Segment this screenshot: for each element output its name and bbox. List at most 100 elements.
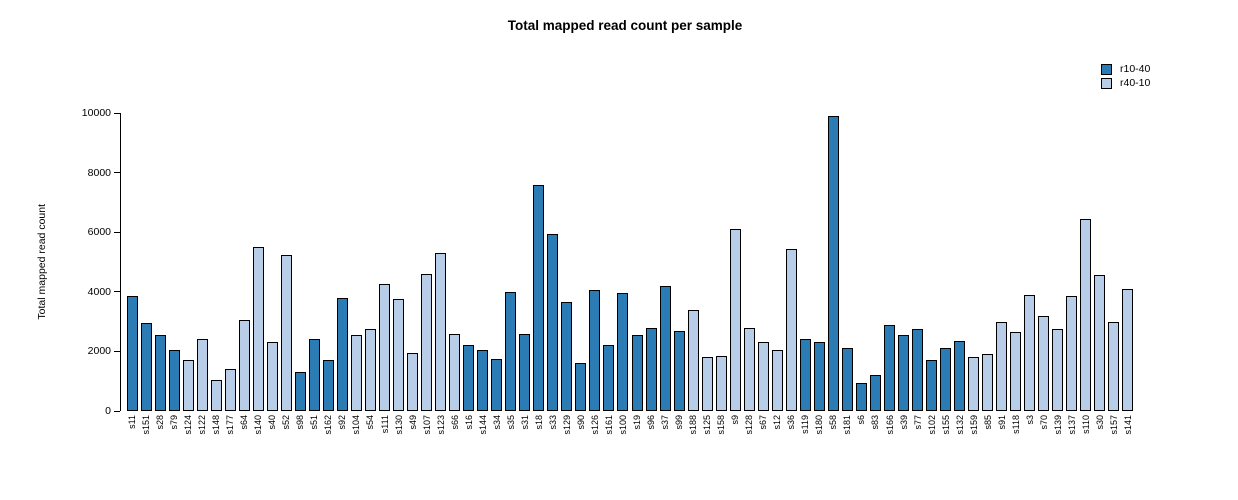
bar-s100 bbox=[617, 293, 629, 411]
x-label-s125: s125 bbox=[702, 415, 713, 435]
x-label-s37: s37 bbox=[660, 415, 671, 430]
bar-s122 bbox=[196, 339, 208, 411]
y-tick-label-6000: 6000 bbox=[87, 226, 111, 239]
y-tick-label-10000: 10000 bbox=[81, 107, 111, 119]
x-label-s31: s31 bbox=[519, 415, 530, 430]
x-label-s141: s141 bbox=[1122, 415, 1133, 435]
y-tick-label-8000: 8000 bbox=[87, 166, 111, 179]
y-tick-4000 bbox=[114, 291, 120, 293]
bar-s37 bbox=[659, 285, 671, 411]
x-label-s83: s83 bbox=[870, 415, 881, 430]
x-label-s35: s35 bbox=[505, 415, 516, 430]
bar-s137 bbox=[1066, 296, 1078, 411]
x-label-s188: s188 bbox=[688, 415, 699, 435]
x-label-s157: s157 bbox=[1108, 415, 1119, 435]
x-label-s177: s177 bbox=[225, 415, 236, 435]
x-label-s64: s64 bbox=[239, 415, 250, 430]
bar-s181 bbox=[841, 348, 853, 411]
x-label-s49: s49 bbox=[407, 415, 418, 430]
x-label-s180: s180 bbox=[814, 415, 825, 435]
x-label-s130: s130 bbox=[393, 415, 404, 435]
bar-s64 bbox=[238, 320, 250, 411]
bar-s124 bbox=[182, 360, 194, 411]
bar-s70 bbox=[1038, 315, 1050, 411]
x-label-s159: s159 bbox=[968, 415, 979, 435]
bar-s9 bbox=[729, 229, 741, 411]
x-label-s99: s99 bbox=[674, 415, 685, 430]
bar-s34 bbox=[491, 358, 503, 411]
bar-s90 bbox=[575, 363, 587, 411]
y-tick-2000 bbox=[114, 350, 120, 352]
x-label-s67: s67 bbox=[758, 415, 769, 430]
bar-s52 bbox=[280, 254, 292, 411]
bar-s36 bbox=[785, 248, 797, 411]
x-label-s96: s96 bbox=[646, 415, 657, 430]
bar-s67 bbox=[757, 342, 769, 411]
bar-s126 bbox=[589, 290, 601, 411]
bar-s30 bbox=[1094, 275, 1106, 411]
bar-s159 bbox=[968, 357, 980, 411]
bar-s92 bbox=[336, 297, 348, 411]
bar-s148 bbox=[210, 379, 222, 411]
bar-s12 bbox=[771, 349, 783, 411]
x-label-s19: s19 bbox=[632, 415, 642, 430]
bar-s18 bbox=[533, 184, 545, 411]
x-label-s158: s158 bbox=[716, 415, 727, 435]
x-label-s28: s28 bbox=[155, 415, 166, 430]
x-label-s123: s123 bbox=[435, 415, 446, 435]
bar-s16 bbox=[463, 345, 475, 411]
x-label-s92: s92 bbox=[337, 415, 348, 430]
y-tick-0 bbox=[114, 410, 120, 412]
x-label-s124: s124 bbox=[183, 415, 194, 435]
x-label-s54: s54 bbox=[365, 415, 376, 430]
x-label-s77: s77 bbox=[912, 415, 923, 430]
bar-s157 bbox=[1108, 321, 1120, 411]
x-label-s128: s128 bbox=[744, 415, 755, 435]
x-label-s102: s102 bbox=[926, 415, 937, 435]
bar-s180 bbox=[813, 342, 825, 411]
x-label-s85: s85 bbox=[982, 415, 993, 430]
x-label-s151: s151 bbox=[141, 415, 152, 435]
y-tick-10000 bbox=[114, 112, 120, 114]
x-label-s181: s181 bbox=[842, 415, 853, 435]
bar-s58 bbox=[827, 115, 839, 411]
chart-title: Total mapped read count per sample bbox=[507, 18, 743, 33]
y-tick-label-0: 0 bbox=[105, 405, 111, 417]
x-label-s129: s129 bbox=[561, 415, 572, 435]
x-label-s34: s34 bbox=[491, 415, 502, 430]
x-label-s91: s91 bbox=[996, 415, 1007, 430]
y-tick-6000 bbox=[114, 231, 120, 233]
bar-s132 bbox=[954, 340, 966, 411]
bar-s166 bbox=[884, 324, 895, 411]
bar-s11 bbox=[126, 296, 138, 411]
x-label-s40: s40 bbox=[267, 415, 278, 430]
bar-s144 bbox=[477, 349, 489, 411]
bar-s130 bbox=[393, 299, 405, 411]
bar-s19 bbox=[631, 335, 643, 411]
x-label-s107: s107 bbox=[421, 415, 432, 435]
x-label-s36: s36 bbox=[786, 415, 797, 430]
legend: r10-40 r40-10 bbox=[1101, 62, 1150, 90]
bar-s123 bbox=[435, 253, 447, 411]
bar-s141 bbox=[1122, 288, 1134, 411]
x-label-s166: s166 bbox=[884, 415, 895, 435]
bar-s6 bbox=[855, 382, 867, 411]
x-label-s90: s90 bbox=[575, 415, 586, 430]
bar-s129 bbox=[561, 302, 573, 411]
bar-s119 bbox=[799, 339, 811, 411]
bar-s39 bbox=[898, 335, 910, 411]
bar-s104 bbox=[350, 335, 362, 411]
x-label-s140: s140 bbox=[253, 415, 264, 435]
x-label-s79: s79 bbox=[169, 415, 180, 430]
x-label-s137: s137 bbox=[1066, 415, 1077, 435]
bar-s139 bbox=[1052, 329, 1064, 411]
x-label-s30: s30 bbox=[1094, 415, 1105, 430]
y-tick-label-4000: 4000 bbox=[87, 285, 111, 298]
x-label-s162: s162 bbox=[323, 415, 334, 435]
x-label-s39: s39 bbox=[898, 415, 909, 430]
bar-s107 bbox=[421, 273, 433, 411]
x-label-s104: s104 bbox=[351, 415, 362, 435]
bar-s155 bbox=[940, 348, 952, 411]
bar-s79 bbox=[168, 349, 180, 411]
y-axis-title: Total mapped read count bbox=[36, 204, 48, 320]
